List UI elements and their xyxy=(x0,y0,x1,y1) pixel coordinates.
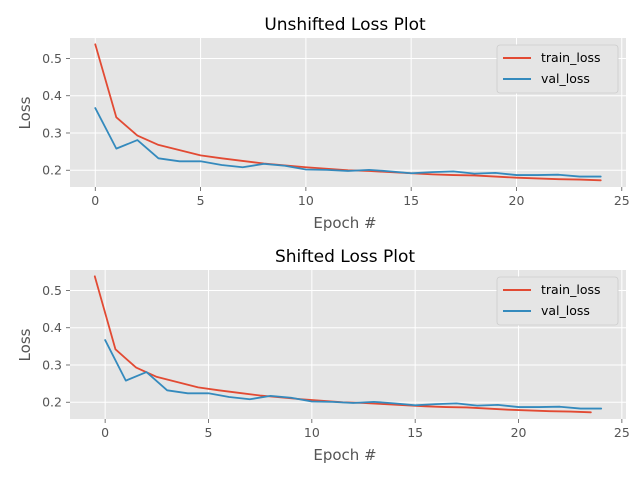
x-tick-label: 5 xyxy=(205,425,213,440)
series-lines xyxy=(93,275,603,414)
x-tick-label: 20 xyxy=(509,193,525,208)
chart-title: Shifted Loss Plot xyxy=(275,247,415,267)
x-axis-label: Epoch # xyxy=(313,446,376,464)
x-tick-label: 10 xyxy=(304,425,320,440)
y-tick-label: 0.4 xyxy=(42,320,62,335)
legend-label-val: val_loss xyxy=(541,303,590,318)
x-tick-label: 15 xyxy=(407,425,423,440)
legend-label-train: train_loss xyxy=(541,50,601,65)
legend: train_loss val_loss xyxy=(496,276,619,326)
y-tick-label: 0.2 xyxy=(42,395,62,410)
y-axis-ticks: 0.2 0.3 0.4 0.5 xyxy=(42,283,70,410)
y-tick-label: 0.2 xyxy=(42,163,62,178)
y-axis-ticks: 0.2 0.3 0.4 0.5 xyxy=(42,51,70,178)
x-tick-label: 15 xyxy=(403,193,419,208)
x-axis-label: Epoch # xyxy=(313,214,376,232)
y-axis-label: Loss xyxy=(16,96,34,129)
x-tick-label: 0 xyxy=(91,193,99,208)
series-lines xyxy=(94,43,602,182)
y-tick-label: 0.5 xyxy=(42,51,62,66)
series-line-val-loss xyxy=(94,107,602,178)
y-tick-label: 0.5 xyxy=(42,283,62,298)
chart-unshifted: Unshifted Loss Plot 0 5 10 15 20 25 0.2 0.3 0.4… xyxy=(16,15,630,232)
x-tick-label: 20 xyxy=(511,425,527,440)
series-line-val-loss xyxy=(104,339,603,410)
y-tick-label: 0.4 xyxy=(42,88,62,103)
legend-label-train: train_loss xyxy=(541,282,601,297)
x-axis-ticks: 0 5 10 15 20 25 xyxy=(101,419,630,440)
x-tick-label: 25 xyxy=(614,425,630,440)
chart-title: Unshifted Loss Plot xyxy=(264,15,426,35)
legend-label-val: val_loss xyxy=(541,71,590,86)
x-tick-label: 0 xyxy=(101,425,109,440)
x-tick-label: 10 xyxy=(298,193,314,208)
legend: train_loss val_loss xyxy=(496,44,619,94)
y-tick-label: 0.3 xyxy=(42,357,62,372)
x-axis-ticks: 0 5 10 15 20 25 xyxy=(91,187,630,208)
y-axis-label: Loss xyxy=(16,328,34,361)
x-tick-label: 5 xyxy=(197,193,205,208)
x-tick-label: 25 xyxy=(614,193,630,208)
y-tick-label: 0.3 xyxy=(42,125,62,140)
chart-shifted: Shifted Loss Plot 0 5 10 15 20 25 0.20.30.40.… xyxy=(16,247,630,464)
